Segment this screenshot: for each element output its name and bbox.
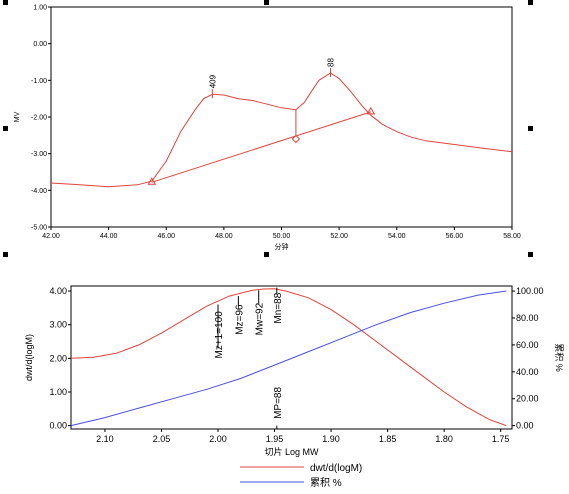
y-axis-label: dwt/d(logM) xyxy=(24,334,34,381)
y-right-tick-label: 60.00 xyxy=(516,340,539,350)
y-tick-label: 3.00 xyxy=(49,320,67,330)
annotation-label: Mn=88 xyxy=(273,292,284,323)
plot-frame xyxy=(50,6,513,228)
selection-handle-bottom-left[interactable] xyxy=(3,252,8,257)
molecular-weight-distribution-chart: 2.10 2.05 2.00 1.95 1.90 1.85 1.80 1.75 4.00 3.00… xyxy=(24,285,565,489)
annotation-label: Mz+1=100 xyxy=(214,311,225,359)
legend-label: 累积 % xyxy=(310,477,342,489)
y-axis-label: MV xyxy=(14,111,21,122)
y-tick-label: 1.00 xyxy=(33,5,47,12)
x-tick-label: 54.00 xyxy=(388,233,406,240)
legend-label: dwt/d(logM) xyxy=(310,463,362,474)
y-right-tick-label: 80.00 xyxy=(516,313,539,323)
x-tick-label: 56.00 xyxy=(446,233,464,240)
y-right-tick-label: 20.00 xyxy=(516,394,539,404)
x-tick-label: 44.00 xyxy=(100,233,118,240)
x-tick-label: 2.05 xyxy=(153,434,171,444)
plot-frame xyxy=(70,285,513,430)
y-tick-label: 2.00 xyxy=(49,353,67,363)
selection-handle-bottom-center[interactable] xyxy=(264,252,269,257)
selection-handle-top-center[interactable] xyxy=(264,0,269,5)
x-tick-label: 50.00 xyxy=(273,233,291,240)
x-tick-label: 2.10 xyxy=(96,434,114,444)
x-tick-label: 1.80 xyxy=(435,434,453,444)
selection-handle-middle-right[interactable] xyxy=(528,126,533,131)
x-tick-label: 1.85 xyxy=(379,434,397,444)
distribution-line xyxy=(70,288,507,427)
chromatogram-chart: 42.00 44.00 46.00 48.00 50.00 52.00 54.00 56.00… xyxy=(14,5,521,252)
annotation-label: Mw=92 xyxy=(255,302,266,335)
x-tick-label: 48.00 xyxy=(215,233,233,240)
baseline-marker-triangle xyxy=(366,106,376,115)
y-tick-label: -2.00 xyxy=(31,115,47,122)
y-tick-label: -1.00 xyxy=(31,78,47,85)
y-right-axis-label: 累积 % xyxy=(554,343,565,372)
cumulative-line xyxy=(70,290,507,427)
annotation-label: Mz=96 xyxy=(234,304,245,335)
y-tick-label: -4.00 xyxy=(31,188,47,195)
x-tick-label: 1.95 xyxy=(266,434,284,444)
selection-handle-bottom-right[interactable] xyxy=(528,252,533,257)
selection-handle-top-left[interactable] xyxy=(3,0,8,5)
x-tick-label: 1.75 xyxy=(492,434,510,444)
signal-line xyxy=(50,72,513,188)
x-tick-label: 58.00 xyxy=(503,233,521,240)
baseline-line xyxy=(151,111,371,183)
x-tick-label: 52.00 xyxy=(330,233,348,240)
x-tick-label: 2.00 xyxy=(209,434,227,444)
x-tick-label: 1.90 xyxy=(322,434,340,444)
x-tick-label: 46.00 xyxy=(157,233,175,240)
y-tick-label: -3.00 xyxy=(31,151,47,158)
x-axis-label: 切片 Log MW xyxy=(264,446,319,457)
annotation-label: MP=88 xyxy=(273,387,284,419)
y-tick-label: -5.00 xyxy=(31,225,47,232)
peak-label: 409 xyxy=(208,74,217,88)
y-tick-label: 4.00 xyxy=(49,286,67,296)
baseline-marker-triangle xyxy=(147,177,157,185)
x-tick-label: 42.00 xyxy=(42,233,60,240)
y-right-tick-label: 0.00 xyxy=(516,421,534,431)
selection-handle-top-right[interactable] xyxy=(528,0,533,5)
y-right-tick-label: 40.00 xyxy=(516,367,539,377)
y-tick-label: 0.00 xyxy=(49,421,67,431)
x-axis-label: 分钟 xyxy=(275,242,289,251)
y-tick-label: 0.00 xyxy=(33,41,47,48)
y-right-tick-label: 100.00 xyxy=(516,286,544,296)
drop-marker-diamond xyxy=(291,134,301,144)
peak-label: 88 xyxy=(326,58,335,67)
selection-handle-middle-left[interactable] xyxy=(3,126,8,131)
y-tick-label: 1.00 xyxy=(49,387,67,397)
